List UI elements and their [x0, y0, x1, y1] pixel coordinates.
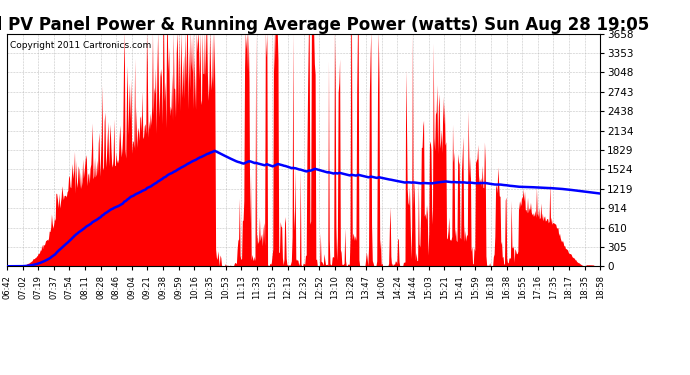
Text: Copyright 2011 Cartronics.com: Copyright 2011 Cartronics.com [10, 41, 151, 50]
Title: Total PV Panel Power & Running Average Power (watts) Sun Aug 28 19:05: Total PV Panel Power & Running Average P… [0, 16, 650, 34]
